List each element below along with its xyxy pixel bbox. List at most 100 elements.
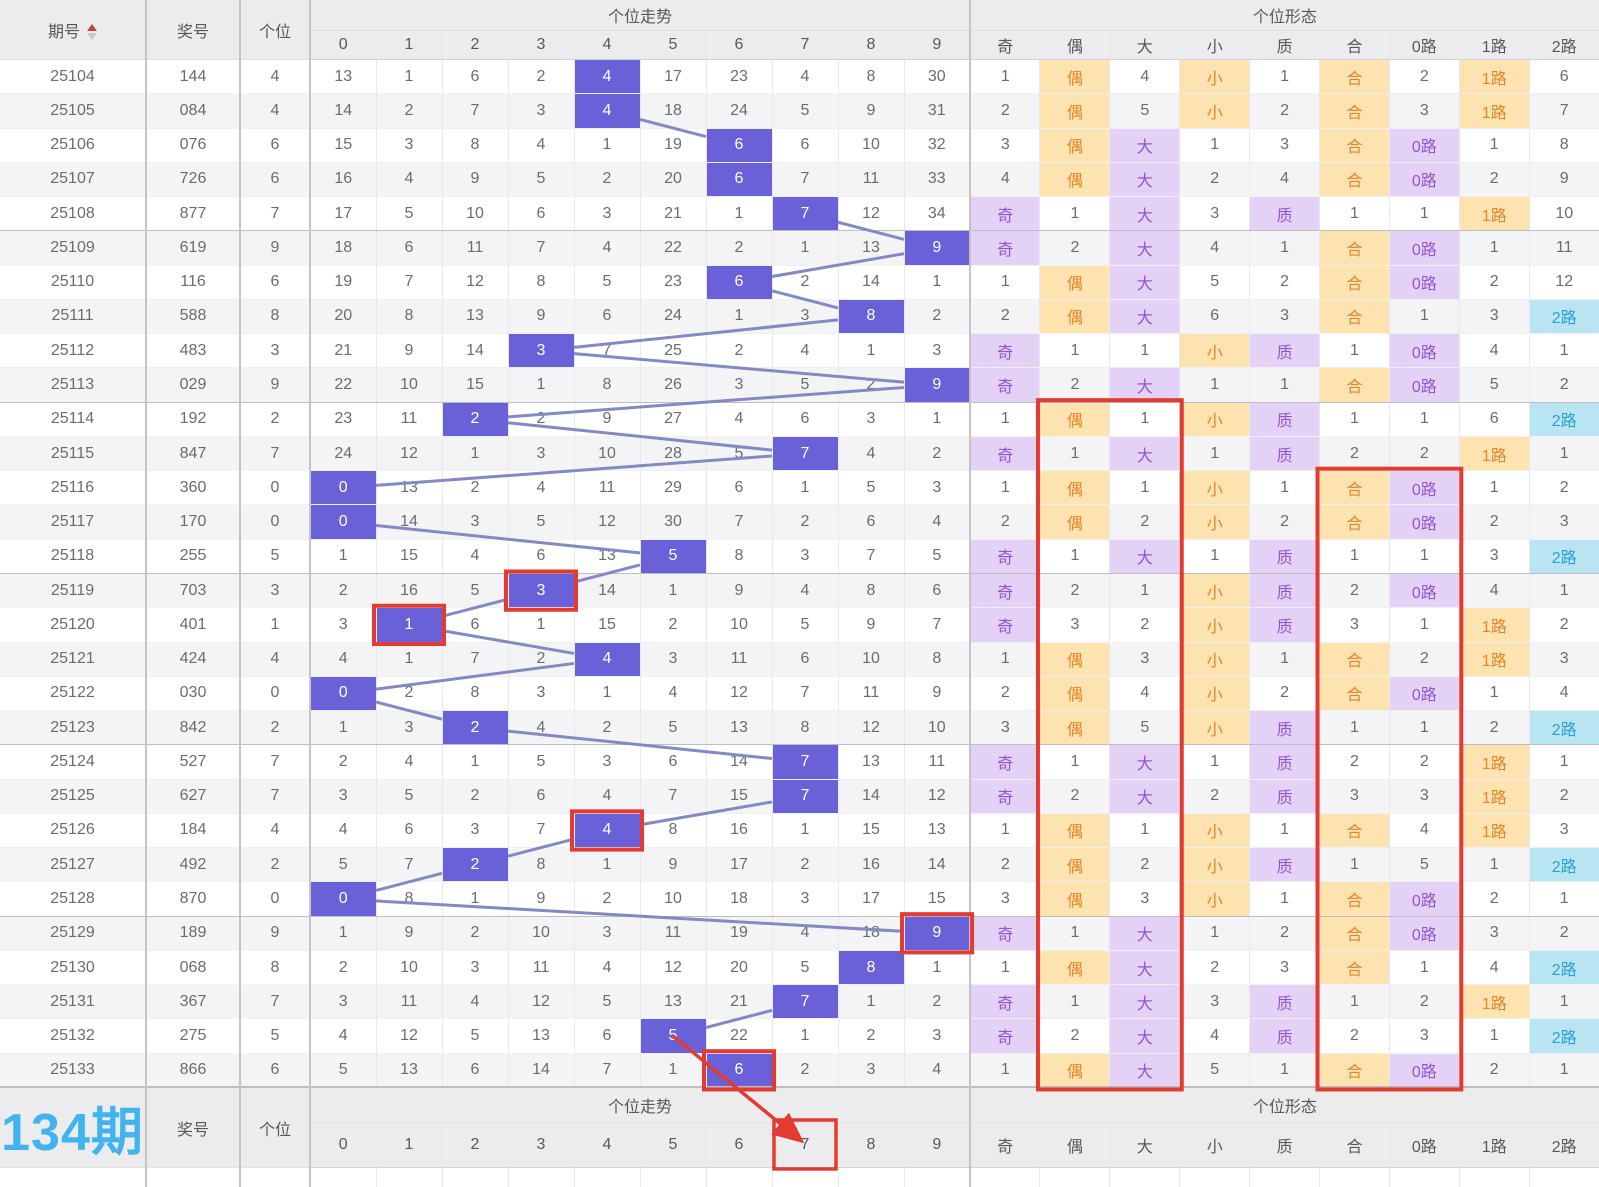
sort-icons[interactable] [87, 24, 97, 41]
trend-cell: 3 [376, 128, 443, 163]
trend-cell: 12 [706, 676, 773, 712]
footer-form-col-小: 小 [1179, 1122, 1251, 1169]
trend-cell: 18 [838, 916, 905, 951]
table-row: 25110 116 6 19 7 12 8 5 23 6 2 14 1 1 偶大 5 2 合 0路 2 12 [0, 265, 1599, 300]
table-row: 25113 029 9 22 10 15 1 8 26 3 5 2 9 奇 2 大 1 1 合 0路 5 2 [0, 367, 1599, 403]
units-digit-cell: 0 [240, 881, 311, 917]
form-cell: 1 [1459, 1018, 1530, 1054]
units-digit-cell: 7 [240, 196, 311, 232]
trend-cell: 5 [508, 504, 575, 540]
table-row: 25119 703 3 2 16 5 3 14 1 9 4 8 6 奇 2 1 小质 2 0路 4 1 [0, 573, 1599, 609]
trend-cell: 4 [310, 1018, 377, 1054]
form-cell: 大 [1109, 162, 1181, 198]
trend-cell: 13 [376, 1053, 443, 1088]
trend-hit-cell: 7 [772, 779, 839, 814]
form-cell: 1 [1319, 539, 1390, 574]
form-cell: 偶 [1039, 299, 1111, 335]
form-cell: 1 [1249, 59, 1321, 95]
trend-cell: 32 [904, 128, 972, 163]
period-cell: 25122 [0, 676, 147, 712]
winning-number-cell: 726 [146, 162, 241, 198]
footer-empty-cell [1529, 1167, 1599, 1187]
footer-empty-cell [706, 1167, 773, 1187]
form-cell: 2 [970, 847, 1041, 883]
footer-empty-cell [640, 1167, 707, 1187]
form-cell: 1 [1249, 813, 1321, 849]
footer-trend-col-1: 1 [376, 1122, 443, 1169]
form-cell: 1 [1249, 881, 1321, 917]
form-cell: 3 [1529, 642, 1599, 677]
footer-trend-col-5: 5 [640, 1122, 707, 1169]
form-cell: 1 [1039, 916, 1111, 951]
sort-asc-icon[interactable] [87, 24, 97, 32]
form-cell: 奇 [970, 916, 1041, 951]
form-cell: 奇 [970, 539, 1041, 574]
period-cell: 25110 [0, 265, 147, 300]
col-header-period[interactable]: 期号 [0, 0, 147, 60]
form-cell: 3 [1529, 504, 1599, 540]
period-cell: 25104 [0, 59, 147, 95]
trend-cell: 9 [838, 607, 905, 643]
form-cell: 2 [1389, 984, 1460, 1020]
trend-cell: 2 [310, 744, 377, 780]
period-cell: 25117 [0, 504, 147, 540]
form-cell: 大 [1109, 436, 1181, 472]
trend-hit-cell: 2 [442, 402, 509, 437]
footer-form-col-奇: 奇 [970, 1122, 1041, 1169]
trend-cell: 11 [706, 642, 773, 677]
trend-hit-cell: 9 [904, 916, 972, 951]
units-digit-cell: 4 [240, 59, 311, 95]
footer-empty-cell [1039, 1167, 1111, 1187]
footer-trend-col-6: 6 [706, 1122, 773, 1169]
trend-cell: 1 [640, 1053, 707, 1088]
form-cell: 2 [1459, 881, 1530, 917]
trend-cell: 22 [640, 230, 707, 266]
trend-hit-cell: 6 [706, 265, 773, 300]
trend-cell: 5 [838, 470, 905, 506]
winning-number-cell: 877 [146, 196, 241, 232]
trend-cell: 23 [310, 402, 377, 437]
trend-cell: 18 [706, 881, 773, 917]
trend-cell: 11 [376, 984, 443, 1020]
trend-cell: 2 [706, 230, 773, 266]
trend-cell: 1 [706, 196, 773, 232]
form-cell: 3 [1459, 539, 1530, 574]
trend-col-header-3: 3 [508, 30, 575, 60]
winning-number-cell: 192 [146, 402, 241, 437]
trend-col-header-2: 2 [442, 30, 509, 60]
form-cell: 偶 [1039, 950, 1111, 986]
form-cell: 1 [1319, 333, 1390, 369]
form-cell: 合 [1319, 299, 1390, 335]
form-cell: 2 [1389, 436, 1460, 472]
footer-empty-cell [1249, 1167, 1321, 1187]
trend-cell: 7 [508, 230, 575, 266]
form-cell: 3 [1249, 950, 1321, 986]
trend-cell: 14 [310, 93, 377, 129]
trend-cell: 1 [838, 984, 905, 1020]
trend-cell: 13 [838, 230, 905, 266]
form-cell: 1 [1109, 470, 1181, 506]
trend-cell: 1 [376, 59, 443, 95]
form-cell: 大 [1109, 916, 1181, 951]
trend-cell: 5 [310, 1053, 377, 1088]
form-cell: 1 [1459, 676, 1530, 712]
period-cell: 25126 [0, 813, 147, 849]
trend-hit-cell: 7 [772, 984, 839, 1020]
period-cell: 25106 [0, 128, 147, 163]
trend-cell: 1 [574, 128, 641, 163]
form-cell: 2 [1039, 573, 1111, 609]
form-col-header-1路: 1路 [1459, 30, 1530, 60]
trend-cell: 1 [310, 539, 377, 574]
trend-cell: 6 [838, 504, 905, 540]
form-cell: 2 [1319, 1018, 1390, 1054]
form-cell: 3 [1249, 128, 1321, 163]
form-cell: 1 [970, 950, 1041, 986]
trend-cell: 6 [574, 1018, 641, 1054]
winning-number-cell: 870 [146, 881, 241, 917]
sort-desc-icon[interactable] [87, 33, 97, 41]
trend-cell: 2 [904, 436, 972, 472]
period-cell: 25119 [0, 573, 147, 609]
trend-cell: 7 [838, 539, 905, 574]
trend-cell: 4 [904, 504, 972, 540]
form-cell: 偶 [1039, 470, 1111, 506]
